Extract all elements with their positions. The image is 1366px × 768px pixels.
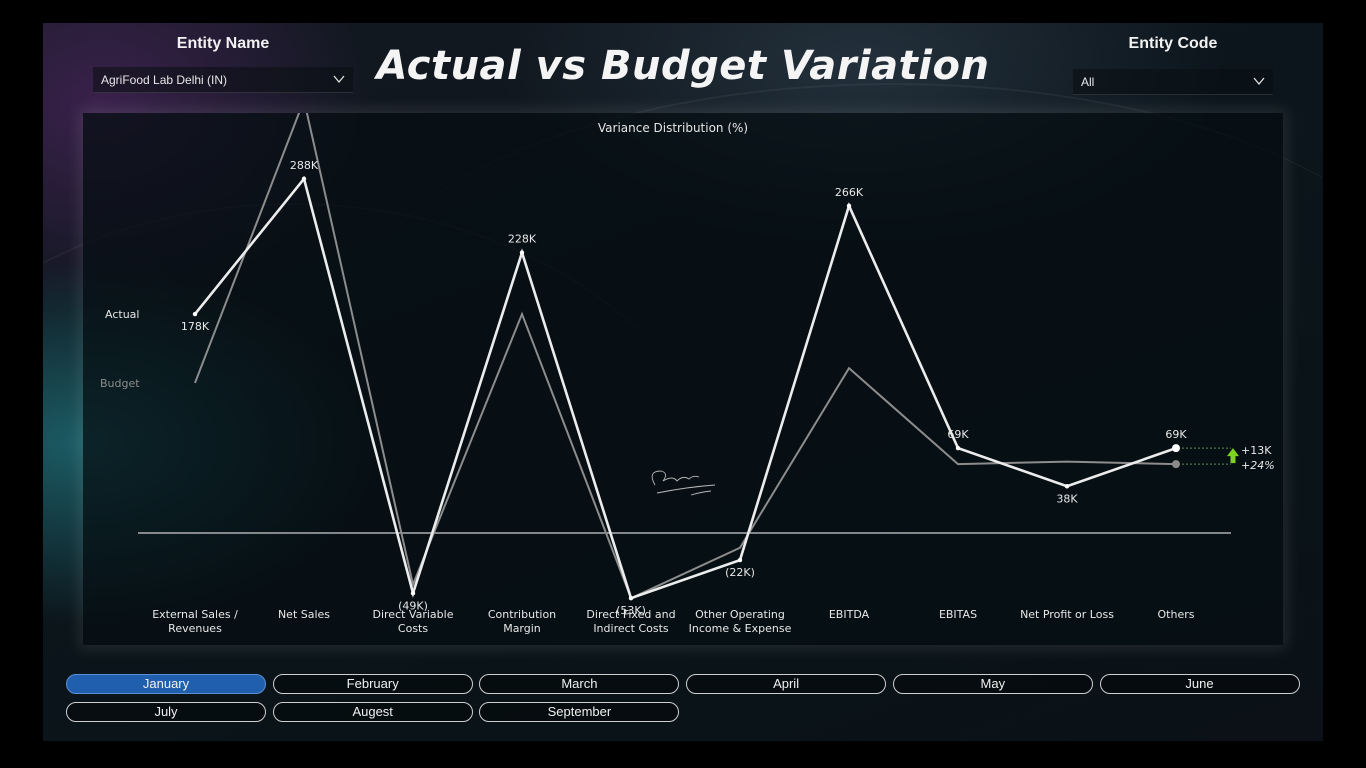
entity-name-value: AgriFood Lab Delhi (IN) bbox=[101, 73, 228, 87]
actual-data-point bbox=[737, 557, 743, 563]
actual-data-label: 178K bbox=[181, 320, 210, 333]
actual-data-label: 69K bbox=[947, 428, 969, 441]
background-streak bbox=[343, 83, 1323, 585]
chevron-down-icon bbox=[1253, 77, 1265, 86]
x-axis-tick-label: Other Operating Income & Expense bbox=[689, 608, 792, 635]
variance-chart: Variance Distribution (%) 178K 288K (49K) 22… bbox=[100, 113, 1275, 635]
entity-code-label: Entity Code bbox=[1128, 35, 1218, 52]
month-button-september[interactable]: September bbox=[479, 702, 680, 722]
x-axis-tick-label: Net Profit or Loss bbox=[1020, 608, 1114, 621]
month-button-augest[interactable]: Augest bbox=[272, 702, 473, 722]
annotation-diff-value: +13K bbox=[1241, 444, 1272, 457]
actual-data-point bbox=[301, 176, 307, 181]
budget-series-line bbox=[194, 113, 1177, 600]
actual-data-point bbox=[628, 595, 634, 601]
entity-name-dropdown[interactable]: AgriFood Lab Delhi (IN) bbox=[93, 67, 353, 93]
month-button-april[interactable]: April bbox=[686, 674, 887, 694]
page-title: Actual vs Budget Variation bbox=[376, 43, 990, 89]
month-button-february[interactable]: February bbox=[272, 674, 473, 694]
actual-data-point bbox=[1064, 484, 1070, 489]
month-button-june[interactable]: June bbox=[1099, 674, 1300, 694]
month-button-march[interactable]: March bbox=[479, 674, 680, 694]
month-button-july[interactable]: July bbox=[66, 702, 266, 722]
actual-data-label: 266K bbox=[835, 186, 864, 199]
actual-data-point bbox=[846, 203, 852, 209]
actual-data-label: (53K) bbox=[616, 604, 646, 617]
chart-title: Variance Distribution (%) bbox=[598, 121, 748, 135]
actual-data-label: (49K) bbox=[398, 599, 428, 612]
x-axis-tick-label: Contribution Margin bbox=[488, 608, 556, 635]
variance-chart-panel: Variance Distribution (%) 178K 288K (49K) 22… bbox=[83, 113, 1283, 645]
entity-code-dropdown[interactable]: All bbox=[1073, 69, 1273, 95]
series-label-actual: Actual bbox=[105, 308, 139, 321]
actual-data-label: 69K bbox=[1165, 428, 1187, 441]
actual-data-point bbox=[410, 591, 416, 596]
x-axis-tick-label: External Sales / Revenues bbox=[152, 608, 238, 635]
x-axis-tick-label: EBITDA bbox=[829, 608, 870, 621]
budget-end-point bbox=[1172, 460, 1180, 469]
entity-name-label: Entity Name bbox=[176, 35, 270, 52]
x-axis-tick-label: Net Sales bbox=[278, 608, 330, 621]
actual-data-label: (22K) bbox=[725, 566, 755, 579]
x-axis-tick-label: EBITAS bbox=[939, 608, 977, 621]
actual-data-label: 228K bbox=[508, 233, 537, 246]
actual-data-point bbox=[955, 445, 961, 451]
up-arrow-icon bbox=[1227, 448, 1239, 464]
dashboard-frame: Entity Name AgriFood Lab Delhi (IN) Actu… bbox=[43, 23, 1323, 741]
entity-code-value: All bbox=[1081, 75, 1095, 89]
actual-data-point bbox=[192, 311, 198, 317]
series-label-budget: Budget bbox=[100, 377, 140, 390]
actual-series-line bbox=[193, 175, 1177, 600]
actual-data-point bbox=[1172, 444, 1180, 453]
signature-scribble bbox=[651, 470, 716, 496]
month-button-may[interactable]: May bbox=[892, 674, 1093, 694]
x-axis-tick-label: Direct Variable Costs bbox=[373, 608, 454, 635]
x-axis-tick-label: Direct Fixed and Indirect Costs bbox=[586, 608, 675, 635]
x-axis-tick-label: Others bbox=[1158, 608, 1195, 621]
chevron-down-icon bbox=[333, 75, 345, 84]
annotation-diff-percent: +24% bbox=[1241, 459, 1275, 472]
actual-data-label: 288K bbox=[290, 159, 319, 172]
actual-data-point bbox=[519, 250, 525, 255]
actual-data-label: 38K bbox=[1056, 492, 1078, 505]
month-button-january[interactable]: January bbox=[66, 674, 266, 694]
